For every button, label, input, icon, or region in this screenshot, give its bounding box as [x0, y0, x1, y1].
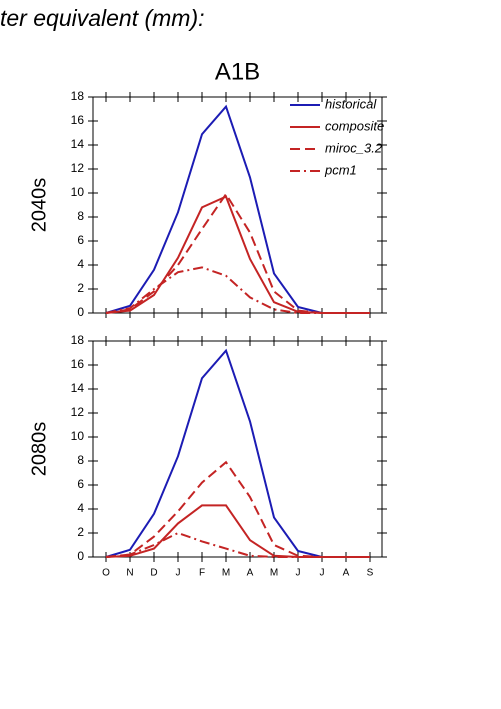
legend-label: composite [325, 118, 384, 133]
x-tick-label: A [343, 568, 350, 579]
y-tick-label: 16 [71, 357, 85, 371]
x-tick-label: O [102, 568, 110, 579]
y-tick-label: 16 [71, 113, 85, 127]
x-tick-label: J [176, 568, 181, 579]
x-tick-label: F [199, 568, 205, 579]
x-tick-label: N [126, 568, 133, 579]
y-tick-label: 14 [71, 381, 85, 395]
x-tick-label: J [320, 568, 325, 579]
series-line [105, 266, 370, 314]
y-tick-label: 6 [77, 233, 84, 247]
x-tick-label: J [296, 568, 301, 579]
y-tick-label: 4 [77, 257, 84, 271]
plot-frame [92, 340, 383, 558]
y-tick-label: 14 [71, 137, 85, 151]
x-tick-label: S [367, 568, 374, 579]
x-tick-label: A [247, 568, 254, 579]
y-tick-label: 8 [77, 453, 84, 467]
y-tick-label: 4 [77, 501, 84, 515]
y-tick-label: 2 [77, 281, 84, 295]
y-axis-label: 2040s [28, 178, 50, 233]
y-tick-label: 2 [77, 525, 84, 539]
y-tick-label: 8 [77, 209, 84, 223]
y-tick-label: 18 [71, 89, 85, 103]
x-tick-label: D [150, 568, 157, 579]
y-tick-label: 6 [77, 477, 84, 491]
y-tick-label: 0 [77, 305, 84, 319]
header-text: ter equivalent (mm): [0, 5, 205, 31]
y-axis-label: 2080s [28, 422, 50, 477]
y-tick-label: 0 [77, 549, 84, 563]
x-tick-label: M [270, 568, 278, 579]
series-line [105, 531, 370, 558]
y-tick-label: 18 [71, 333, 85, 347]
legend-label: pcm1 [324, 162, 357, 177]
legend-label: miroc_3.2 [325, 140, 383, 155]
y-tick-label: 10 [71, 429, 85, 443]
series-line [105, 192, 370, 314]
plot-frame [92, 96, 383, 314]
y-tick-label: 10 [71, 185, 85, 199]
y-tick-label: 12 [71, 161, 85, 175]
y-tick-label: 12 [71, 405, 85, 419]
legend-label: historical [325, 96, 377, 111]
chart-title: A1B [215, 58, 260, 85]
x-tick-label: M [222, 568, 230, 579]
